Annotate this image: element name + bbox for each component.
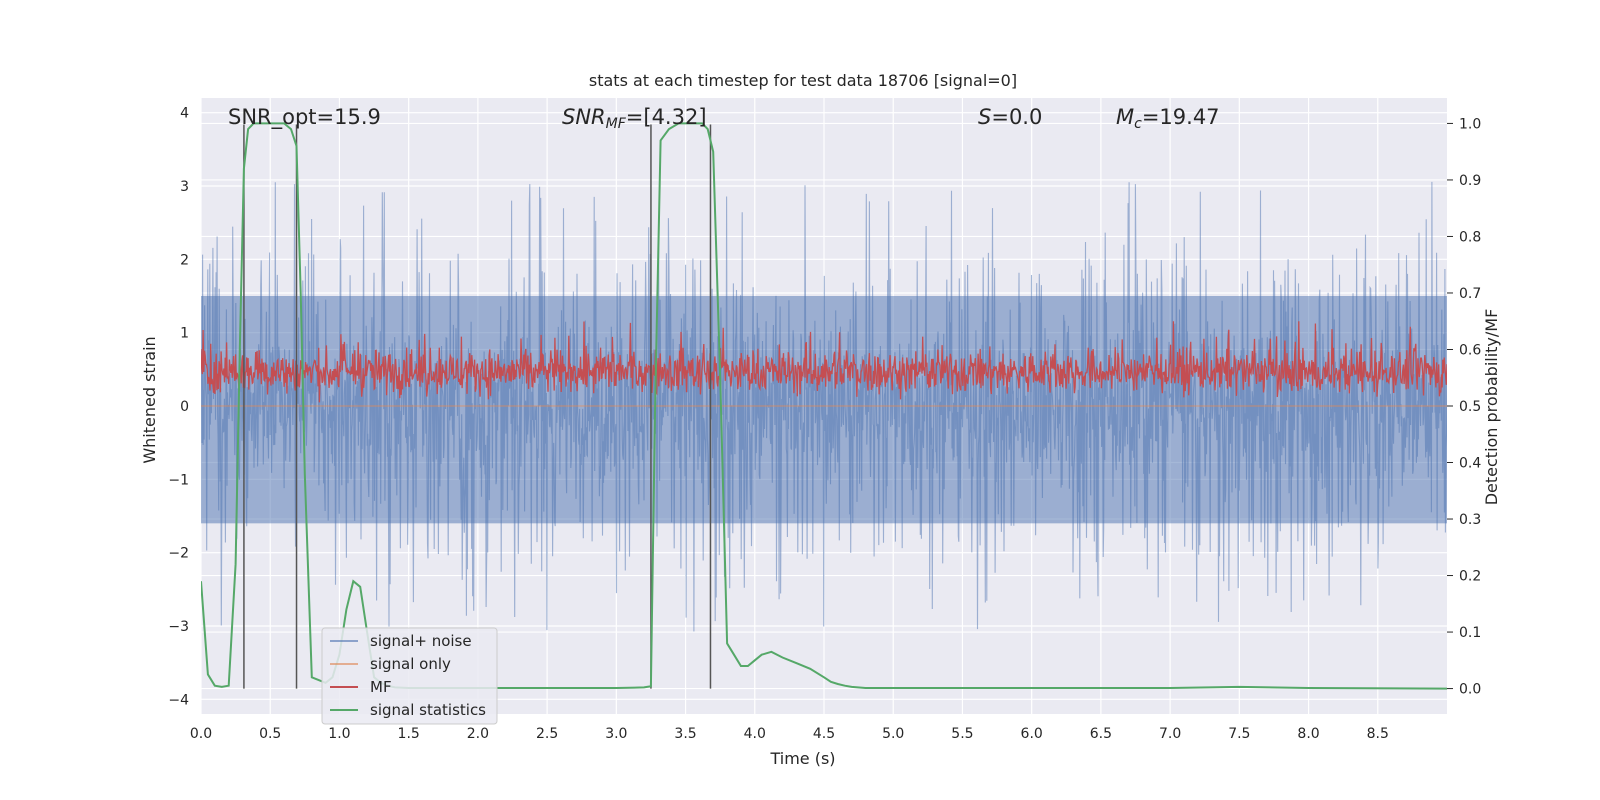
x-tick-label: 4.0 — [744, 726, 766, 742]
annotation-snr-mf-sub: MF — [606, 116, 627, 132]
x-tick-label: 3.5 — [674, 726, 696, 742]
annotation-snr-mf: SNRMF=[4.32] — [562, 105, 707, 132]
y-left-tick-label: 4 — [180, 106, 189, 122]
y-axis-right-label: Detection probability/MF — [1482, 309, 1501, 506]
y-right-tick-label: 1.0 — [1459, 116, 1481, 132]
annotation-s: S=0.0 — [978, 105, 1042, 129]
annotation-mc-value: =19.47 — [1142, 105, 1220, 129]
y-left-tick-label: 3 — [180, 179, 189, 195]
line-mf — [201, 321, 1447, 403]
legend-label-signal-plus-noise: signal+ noise — [370, 632, 472, 650]
x-tick-label: 4.5 — [813, 726, 835, 742]
annotation-s-italic: S — [978, 105, 991, 129]
x-tick-label: 7.0 — [1159, 726, 1181, 742]
y-right-tick-label: 0.1 — [1459, 625, 1481, 641]
y-right-tick-label: 0.6 — [1459, 342, 1481, 358]
x-axis-label: Time (s) — [769, 749, 835, 768]
line-signal-statistics — [201, 122, 1447, 690]
x-tick-label: 6.0 — [1021, 726, 1043, 742]
annotation-mc-main: M — [1116, 105, 1134, 129]
x-tick-label: 8.0 — [1297, 726, 1319, 742]
x-tick-label: 0.0 — [190, 726, 212, 742]
y-left-tick-label: 1 — [180, 326, 189, 342]
annotation-snr-opt: SNR_opt=15.9 — [228, 105, 381, 130]
x-tick-label: 7.5 — [1228, 726, 1250, 742]
y-left-tick-label: −3 — [168, 619, 189, 635]
annotation-snr-mf-value: =[4.32] — [626, 105, 707, 129]
legend-box — [321, 627, 498, 725]
x-tick-label: 2.5 — [536, 726, 558, 742]
y-right-tick-label: 0.8 — [1459, 229, 1481, 245]
legend-label-mf: MF — [370, 678, 392, 696]
series-mf — [201, 321, 1447, 403]
x-tick-label: 0.5 — [259, 726, 281, 742]
vertical-markers — [243, 124, 712, 689]
y-left-tick-label: 0 — [180, 399, 189, 415]
x-tick-label: 1.5 — [398, 726, 420, 742]
y-right-tick-label: 0.4 — [1459, 456, 1481, 472]
line-signal-plus-noise — [201, 181, 1447, 632]
x-axis-ticks: 0.0 0.5 1.0 1.5 2.0 2.5 3.0 3.5 4.0 4.5 5.0 5.5 6.0 6… — [190, 726, 1389, 742]
x-tick-label: 5.0 — [882, 726, 904, 742]
y-right-tick-label: 0.0 — [1459, 682, 1481, 698]
y-axis-left-label: Whitened strain — [140, 336, 159, 463]
series-signal-statistics — [201, 122, 1447, 690]
x-tick-label: 8.5 — [1367, 726, 1389, 742]
y-right-tick-label: 0.9 — [1459, 173, 1481, 189]
annotation-mc-sub: c — [1134, 116, 1142, 132]
x-tick-label: 5.5 — [951, 726, 973, 742]
legend-label-signal-statistics: signal statistics — [370, 701, 486, 719]
y-axis-left-ticks: 4 3 2 1 0 −1 −2 −3 −4 — [168, 106, 189, 709]
annotation-snr-mf-main: SNR — [562, 105, 606, 129]
series-signal-plus-noise — [201, 181, 1447, 632]
x-tick-label: 1.0 — [328, 726, 350, 742]
y-axis-right-ticks: 1.0 0.9 0.8 0.7 0.6 0.5 0.4 0.3 0.2 0.1 0.0 — [1447, 116, 1481, 698]
y-left-tick-label: −4 — [168, 692, 189, 708]
y-left-tick-label: 2 — [180, 252, 189, 268]
legend: signal+ noise signal only MF signal stat… — [321, 627, 498, 725]
x-tick-label: 3.0 — [605, 726, 627, 742]
y-right-tick-label: 0.2 — [1459, 569, 1481, 585]
x-tick-label: 6.5 — [1090, 726, 1112, 742]
y-left-tick-label: −1 — [168, 472, 189, 488]
y-right-tick-label: 0.3 — [1459, 512, 1481, 528]
chart-title: stats at each timestep for test data 187… — [589, 71, 1017, 90]
annotation-mc: Mc=19.47 — [1116, 105, 1220, 132]
y-right-tick-label: 0.5 — [1459, 399, 1481, 415]
x-tick-label: 2.0 — [467, 726, 489, 742]
legend-label-signal-only: signal only — [370, 655, 451, 673]
annotation-s-value: =0.0 — [991, 105, 1042, 129]
y-left-tick-label: −2 — [168, 546, 189, 562]
y-right-tick-label: 0.7 — [1459, 286, 1481, 302]
